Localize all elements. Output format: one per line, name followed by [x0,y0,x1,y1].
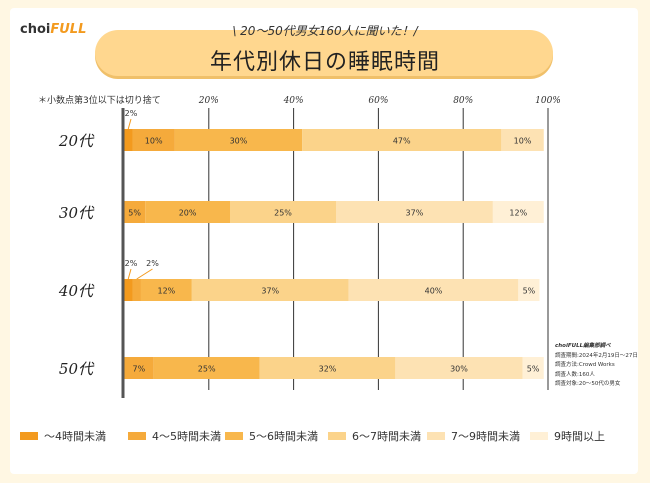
segment-data-label: 7% [132,365,145,374]
bar-segment [522,357,544,379]
legend-item: 5〜6時間未満 [225,428,318,444]
bar-segment [348,279,519,301]
segment-data-label: 2% [125,109,138,118]
segment-data-label: 2% [146,259,159,268]
category-label: 50代 [59,360,95,378]
attribution-line: 調査人数:160人 [555,371,595,378]
bar-segment [140,279,192,301]
bar-segment [191,279,349,301]
bar-segment [124,201,146,223]
bar-segment [518,279,540,301]
chart-title: 年代別休日の睡眠時間 [209,50,440,75]
segment-data-label: 30% [230,137,248,146]
chart-card [10,8,638,474]
segment-data-label: 40% [425,287,443,296]
legend-item: 7〜9時間未満 [427,428,520,444]
rounding-note: ＊小数点第3位以下は切り捨て [38,96,161,106]
legend-swatch [530,432,548,440]
x-tick-label: 60% [368,96,388,106]
legend-label: 6〜7時間未満 [352,430,421,443]
chart-subtitle: \ 20〜50代男女160人に聞いた！/ [232,24,418,38]
bar-segment [145,201,230,223]
segment-data-label: 5% [523,287,536,296]
attribution-line: 調査期間:2024年2月19日〜27日 [555,352,638,359]
label-leader-line [136,268,153,280]
bar-segment [302,129,502,151]
label-leader-line [127,118,132,130]
bar-segment [230,201,336,223]
segment-data-label: 25% [198,365,216,374]
title-banner [95,30,553,76]
legend-label: 7〜9時間未満 [451,430,520,443]
x-tick-label: 100% [535,96,561,106]
legend-label: 9時間以上 [554,430,605,443]
category-label: 30代 [59,204,95,222]
segment-data-label: 10% [145,137,163,146]
segment-data-label: 5% [128,209,141,218]
x-tick-label: 20% [198,96,219,106]
legend-item: 〜4時間未満 [20,428,106,444]
legend-swatch [20,432,38,440]
bar-segment [336,201,493,223]
bar-segment [395,357,523,379]
attribution-line: 調査対象:20〜50代の男女 [555,381,621,387]
segment-data-label: 37% [261,287,279,296]
label-leader-line [127,268,132,280]
segment-data-label: 2% [125,259,138,268]
bar-segment [174,129,303,151]
segment-data-label: 30% [450,365,468,374]
x-tick-label: 80% [453,96,473,106]
bar-segment [259,357,396,379]
bar-segment [153,357,260,379]
segment-data-label: 20% [179,209,197,218]
legend-swatch [128,432,146,440]
legend-item: 6〜7時間未満 [328,428,421,444]
bar-segment [132,279,141,301]
legend-item: 9時間以上 [530,428,605,444]
legend-swatch [427,432,445,440]
attribution-line: choiFULL編集部調べ [555,343,611,349]
chart-legend: 〜4時間未満 4〜5時間未満 5〜6時間未満 6〜7時間未満 7〜9時間未満 9時間以上 [20,428,630,444]
bar-segment [501,129,544,151]
attribution-line: 調査方法:Crowd Works [555,362,615,368]
bar-segment [124,357,154,379]
segment-data-label: 37% [406,209,424,218]
survey-attribution: choiFULL編集部調べ 調査期間:2024年2月19日〜27日 調査方法:C… [555,342,638,390]
category-label: 20代 [58,132,95,150]
brand-logo: choiFULL [20,22,87,37]
legend-label: 〜4時間未満 [44,430,106,443]
segment-data-label: 25% [274,209,292,218]
category-label: 40代 [58,282,95,300]
legend-label: 4〜5時間未満 [152,430,221,443]
segment-data-label: 10% [514,137,532,146]
x-tick-label: 40% [283,96,304,106]
segment-data-label: 47% [393,137,411,146]
bar-segment [124,129,133,151]
segment-data-label: 5% [527,365,540,374]
bar-segment [124,279,133,301]
bar-segment [132,129,175,151]
segment-data-label: 12% [158,287,176,296]
segment-data-label: 32% [319,365,337,374]
legend-swatch [328,432,346,440]
bar-segment [492,201,544,223]
legend-swatch [225,432,243,440]
legend-item: 4〜5時間未満 [128,428,221,444]
segment-data-label: 12% [509,209,527,218]
legend-label: 5〜6時間未満 [249,430,318,443]
